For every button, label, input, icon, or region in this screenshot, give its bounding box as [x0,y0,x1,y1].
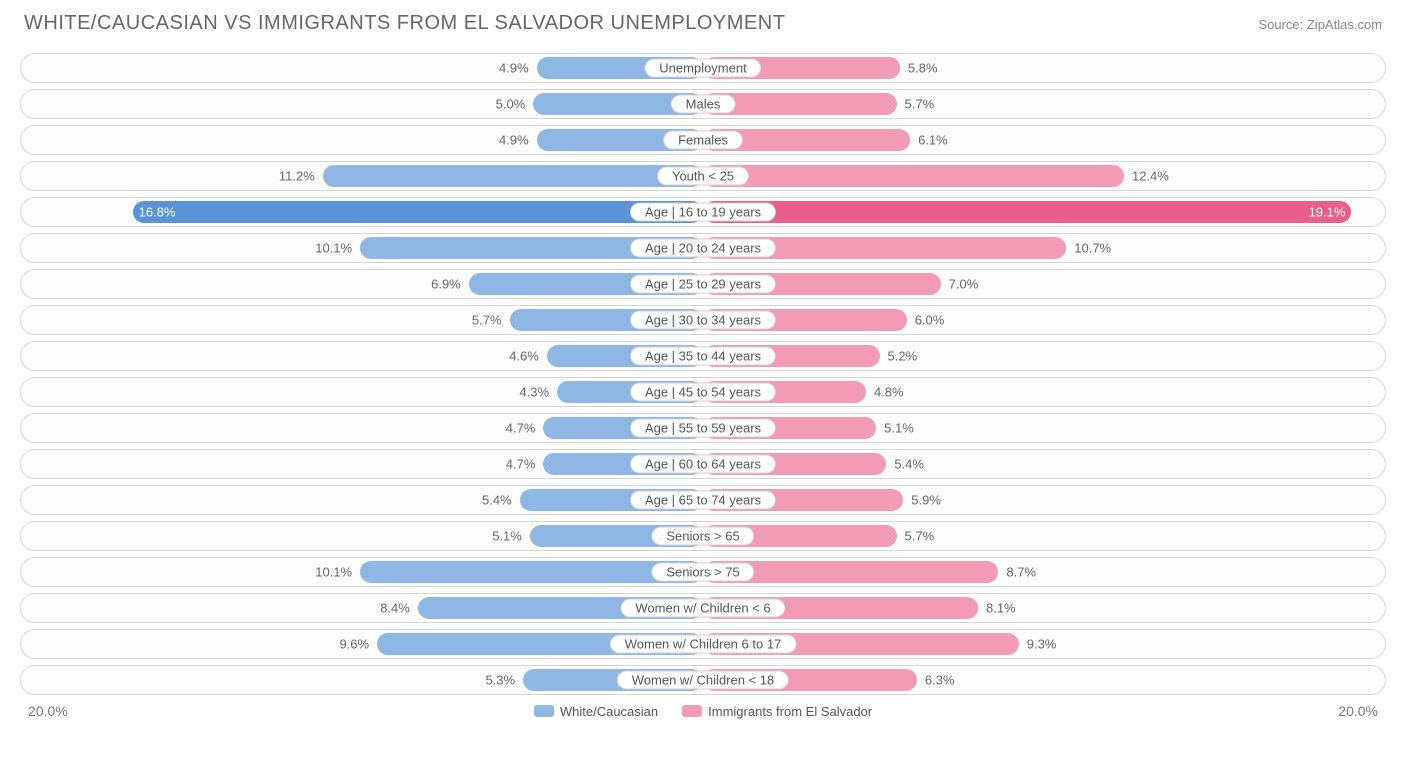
value-left: 4.7% [506,457,544,472]
chart-row: 4.7% 5.4% Age | 60 to 64 years [20,449,1386,479]
category-label: Age | 20 to 24 years [630,239,776,258]
value-right: 7.0% [941,277,979,292]
value-right: 5.2% [880,349,918,364]
value-right: 8.7% [998,565,1036,580]
chart-row: 8.4% 8.1% Women w/ Children < 6 [20,593,1386,623]
chart-header: WHITE/CAUCASIAN VS IMMIGRANTS FROM EL SA… [20,12,1386,35]
chart-row: 5.3% 6.3% Women w/ Children < 18 [20,665,1386,695]
chart-footer: 20.0% White/Caucasian Immigrants from El… [20,703,1386,719]
category-label: Age | 30 to 34 years [630,311,776,330]
category-label: Women w/ Children 6 to 17 [610,635,797,654]
value-left: 4.9% [499,61,537,76]
value-left: 6.9% [431,277,469,292]
category-label: Age | 55 to 59 years [630,419,776,438]
value-right: 19.1% [1309,205,1346,220]
legend-label-right: Immigrants from El Salvador [708,704,872,719]
chart-row: 4.9% 5.8% Unemployment [20,53,1386,83]
category-label: Age | 35 to 44 years [630,347,776,366]
chart-row: 16.8% 19.1% Age | 16 to 19 years [20,197,1386,227]
category-label: Seniors > 65 [651,527,754,546]
category-label: Age | 65 to 74 years [630,491,776,510]
value-left: 5.3% [485,673,523,688]
category-label: Age | 60 to 64 years [630,455,776,474]
value-right: 6.1% [910,133,948,148]
value-right: 6.3% [917,673,955,688]
chart-row: 4.3% 4.8% Age | 45 to 54 years [20,377,1386,407]
category-label: Females [663,131,743,150]
value-right: 5.9% [903,493,941,508]
chart-row: 5.7% 6.0% Age | 30 to 34 years [20,305,1386,335]
value-left: 16.8% [139,205,176,220]
value-left: 10.1% [315,241,360,256]
category-label: Age | 45 to 54 years [630,383,776,402]
bar-right: 19.1% [703,201,1351,223]
value-right: 9.3% [1019,637,1057,652]
value-right: 5.7% [897,529,935,544]
category-label: Males [671,95,736,114]
bar-left: 11.2% [323,165,703,187]
category-label: Seniors > 75 [651,563,754,582]
value-left: 4.6% [509,349,547,364]
value-right: 5.4% [886,457,924,472]
chart-row: 5.4% 5.9% Age | 65 to 74 years [20,485,1386,515]
category-label: Unemployment [644,59,761,78]
value-right: 5.8% [900,61,938,76]
value-left: 4.9% [499,133,537,148]
category-label: Women w/ Children < 6 [620,599,785,618]
value-left: 11.2% [279,169,323,184]
category-label: Age | 16 to 19 years [630,203,776,222]
chart-row: 10.1% 8.7% Seniors > 75 [20,557,1386,587]
value-right: 5.1% [876,421,914,436]
value-left: 5.1% [492,529,530,544]
value-left: 5.0% [496,97,534,112]
value-right: 10.7% [1066,241,1111,256]
chart-row: 4.7% 5.1% Age | 55 to 59 years [20,413,1386,443]
value-right: 8.1% [978,601,1016,616]
legend-swatch-left [534,705,554,717]
chart-row: 9.6% 9.3% Women w/ Children 6 to 17 [20,629,1386,659]
value-right: 4.8% [866,385,904,400]
chart-title: WHITE/CAUCASIAN VS IMMIGRANTS FROM EL SA… [24,12,785,35]
value-right: 5.7% [897,97,935,112]
chart-row: 5.1% 5.7% Seniors > 65 [20,521,1386,551]
chart-row: 4.6% 5.2% Age | 35 to 44 years [20,341,1386,371]
value-left: 8.4% [380,601,418,616]
chart-source: Source: ZipAtlas.com [1258,17,1382,32]
chart-legend: White/Caucasian Immigrants from El Salva… [534,704,872,719]
chart-row: 4.9% 6.1% Females [20,125,1386,155]
value-right: 6.0% [907,313,945,328]
legend-swatch-right [682,705,702,717]
value-left: 9.6% [339,637,377,652]
bidirectional-bar-chart: 4.9% 5.8% Unemployment 5.0% 5.7% Males 4.9% 6.1… [20,53,1386,695]
chart-row: 10.1% 10.7% Age | 20 to 24 years [20,233,1386,263]
category-label: Age | 25 to 29 years [630,275,776,294]
legend-label-left: White/Caucasian [560,704,658,719]
legend-item-left: White/Caucasian [534,704,658,719]
value-left: 4.7% [506,421,544,436]
category-label: Youth < 25 [657,167,749,186]
bar-left: 16.8% [133,201,703,223]
chart-row: 5.0% 5.7% Males [20,89,1386,119]
value-left: 5.4% [482,493,520,508]
value-left: 10.1% [315,565,360,580]
chart-row: 11.2%12.4%Youth < 25 [20,161,1386,191]
axis-max-right: 20.0% [1338,703,1378,719]
value-left: 5.7% [472,313,510,328]
axis-max-left: 20.0% [28,703,68,719]
value-right: 12.4% [1124,169,1169,184]
legend-item-right: Immigrants from El Salvador [682,704,872,719]
bar-right: 12.4% [703,165,1124,187]
category-label: Women w/ Children < 18 [617,671,789,690]
chart-row: 6.9% 7.0% Age | 25 to 29 years [20,269,1386,299]
value-left: 4.3% [519,385,557,400]
